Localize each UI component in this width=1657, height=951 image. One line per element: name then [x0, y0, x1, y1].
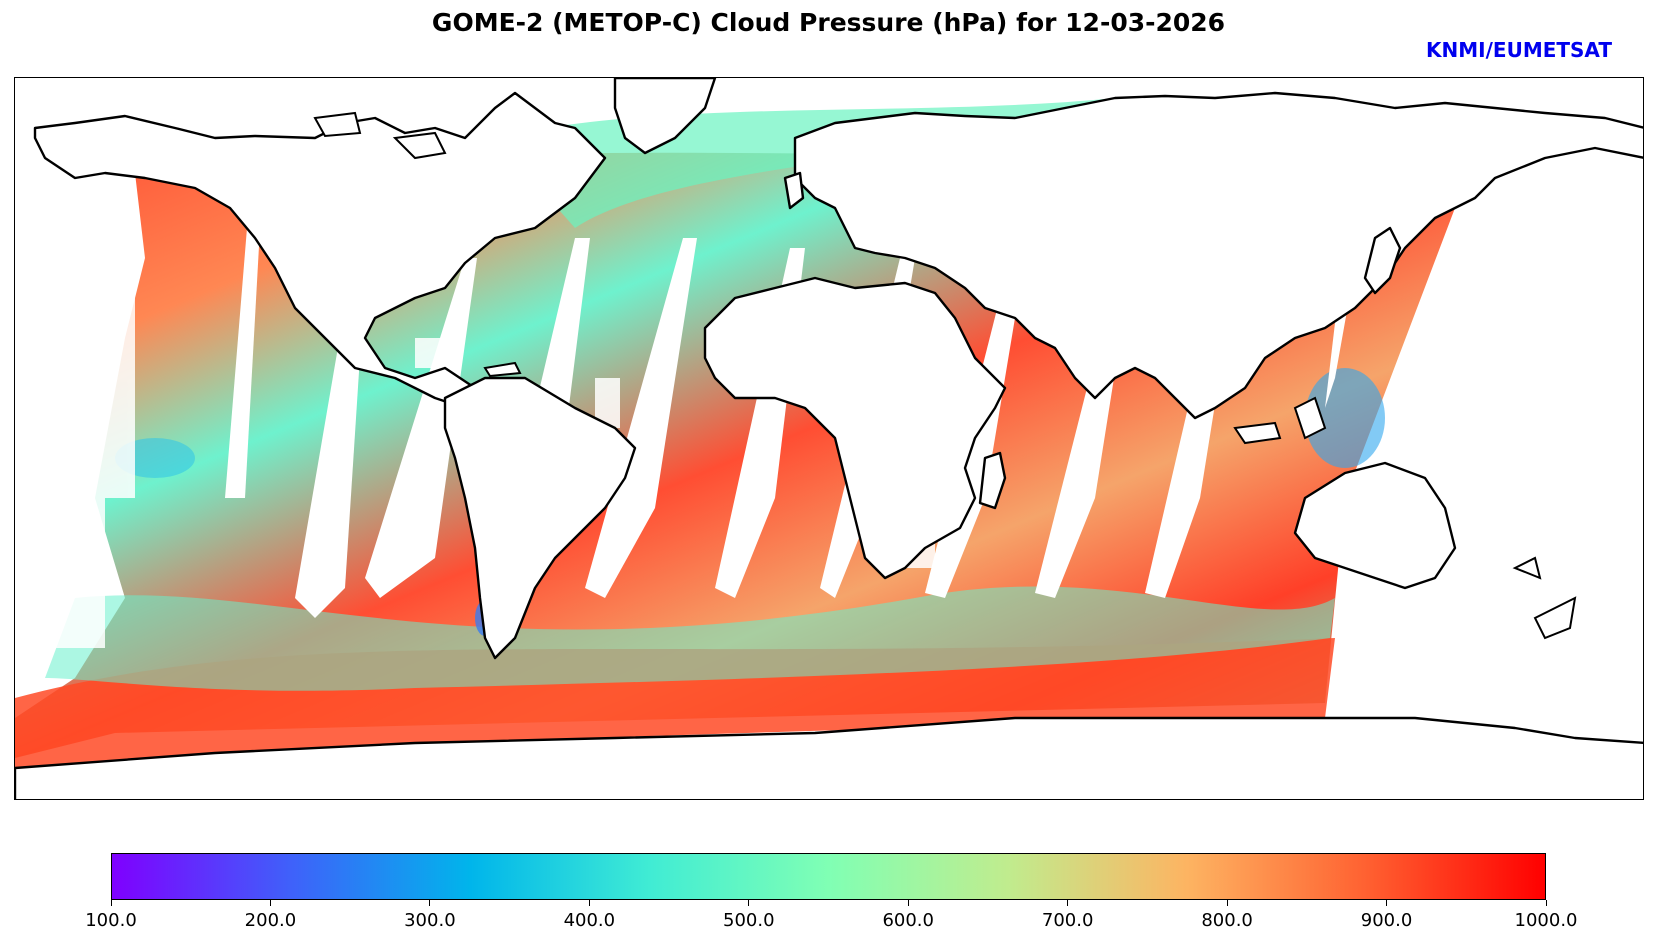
eurasia-outline — [793, 91, 1643, 420]
coastlines — [15, 78, 1643, 799]
colorbar-tick-label: 700.0 — [1041, 910, 1094, 931]
colorbar-tick — [748, 900, 750, 906]
uk-outline — [783, 171, 805, 210]
colorbar-tick — [588, 900, 590, 906]
colorbar-tick — [110, 900, 112, 906]
colorbar-tick-label: 100.0 — [85, 910, 137, 931]
antarctica-outline — [15, 716, 1643, 799]
colorbar-tick-label: 800.0 — [1201, 910, 1253, 931]
colorbar-tick-label: 900.0 — [1360, 910, 1413, 931]
map-panel — [14, 77, 1644, 800]
credit-label: KNMI/EUMETSAT — [1426, 38, 1612, 62]
colorbar-tick — [1226, 900, 1228, 906]
colorbar-tick — [1545, 900, 1547, 906]
japan-outline — [1363, 226, 1402, 295]
madagascar-outline — [978, 451, 1007, 510]
africa-outline — [703, 276, 1007, 580]
south-america-outline — [443, 376, 637, 660]
australia-outline — [1293, 461, 1457, 590]
north-america-outline — [33, 91, 607, 410]
chart-title: GOME-2 (METOP-C) Cloud Pressure (hPa) fo… — [431, 8, 1226, 37]
colorbar-tick-label: 1000.0 — [1514, 910, 1578, 931]
colorbar — [111, 853, 1546, 900]
colorbar-tick — [1067, 900, 1069, 906]
colorbar-tick-label: 200.0 — [244, 910, 297, 931]
colorbar-tick — [269, 900, 271, 906]
colorbar-tick — [429, 900, 431, 906]
map-canvas — [15, 78, 1643, 799]
colorbar-tick-label: 300.0 — [404, 910, 456, 931]
colorbar-tick-label: 500.0 — [723, 910, 775, 931]
colorbar-tick-label: 600.0 — [882, 910, 934, 931]
colorbar-fill — [112, 854, 1545, 899]
coastline-islands — [313, 111, 1577, 640]
colorbar-tick-label: 400.0 — [563, 910, 616, 931]
greenland-outline — [613, 78, 717, 155]
colorbar-tick — [1386, 900, 1388, 906]
colorbar-tick — [907, 900, 909, 906]
